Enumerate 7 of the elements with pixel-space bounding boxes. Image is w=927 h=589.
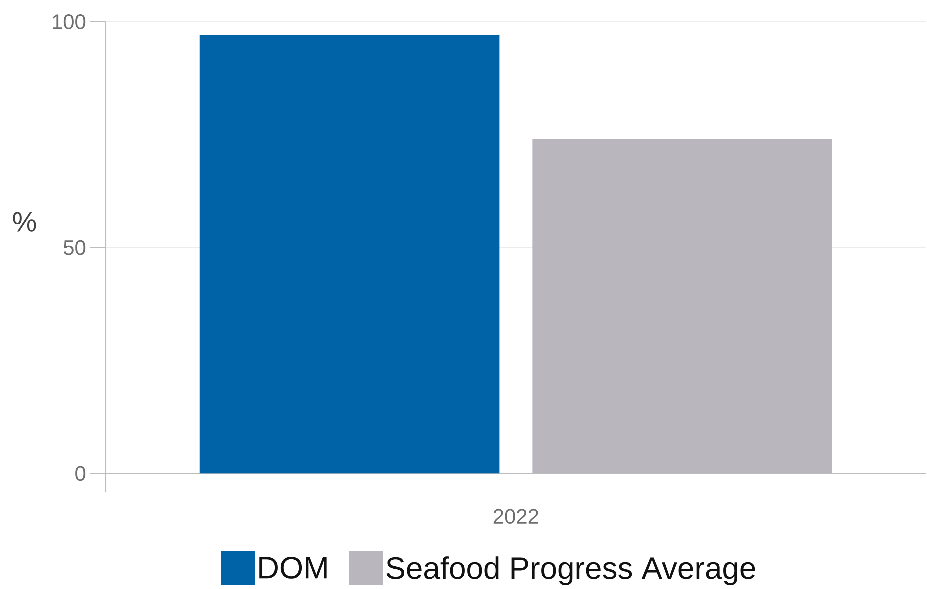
y-tick-label: 50 xyxy=(64,240,86,256)
legend-label: Seafood Progress Average xyxy=(386,556,756,586)
x-tick-label: 2022 xyxy=(494,509,538,524)
legend-label: DOM xyxy=(260,557,327,580)
y-tick-label: 100 xyxy=(53,14,86,30)
y-tick-label: 0 xyxy=(76,466,86,482)
y-axis-title: % xyxy=(13,212,36,232)
